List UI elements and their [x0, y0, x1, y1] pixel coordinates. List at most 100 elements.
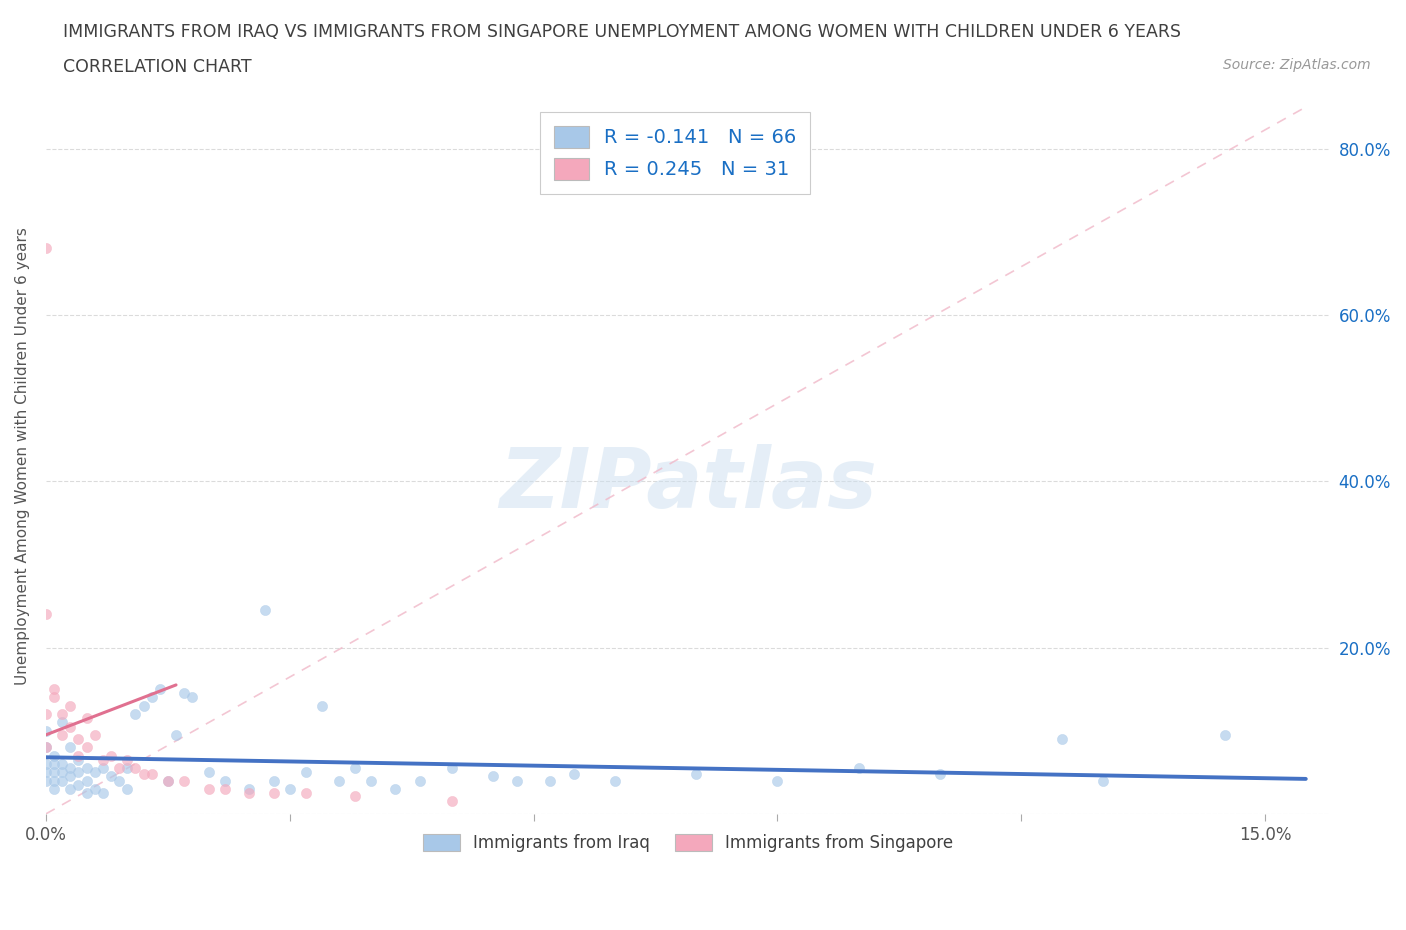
Point [929, 766, 952, 781]
Point [165, 727, 187, 742]
Point [35, 740, 58, 755]
Point [59, 769, 82, 784]
Point [117, 781, 139, 796]
Point [35, 707, 58, 722]
Point [76, 786, 98, 801]
Point [562, 766, 585, 781]
Point [51, 756, 73, 771]
Point [156, 773, 179, 788]
Point [59, 761, 82, 776]
Text: IMMIGRANTS FROM IRAQ VS IMMIGRANTS FROM SINGAPORE UNEMPLOYMENT AMONG WOMEN WITH : IMMIGRANTS FROM IRAQ VS IMMIGRANTS FROM … [63, 23, 1181, 41]
Text: ZIPatlas: ZIPatlas [499, 445, 877, 525]
Point [42, 748, 65, 763]
Point [238, 786, 260, 801]
Point [59, 740, 82, 755]
Point [409, 773, 432, 788]
Point [67, 752, 90, 767]
Point [51, 727, 73, 742]
Point [254, 603, 277, 618]
Point [538, 773, 561, 788]
Point [35, 764, 58, 779]
Point [149, 682, 172, 697]
Point [76, 711, 98, 725]
Point [238, 781, 260, 796]
Point [848, 761, 870, 776]
Point [91, 761, 114, 776]
Point [173, 773, 195, 788]
Point [124, 761, 146, 776]
Y-axis label: Unemployment Among Women with Children Under 6 years: Unemployment Among Women with Children U… [15, 227, 30, 685]
Point [35, 606, 58, 621]
Point [214, 781, 236, 796]
Point [132, 766, 155, 781]
Point [35, 724, 58, 738]
Point [67, 732, 90, 747]
Point [59, 719, 82, 734]
Point [76, 740, 98, 755]
Point [83, 727, 105, 742]
Point [482, 769, 505, 784]
Point [506, 773, 529, 788]
Point [197, 781, 219, 796]
Point [214, 773, 236, 788]
Point [441, 794, 464, 809]
Text: Source: ZipAtlas.com: Source: ZipAtlas.com [1223, 58, 1371, 72]
Point [83, 781, 105, 796]
Point [35, 756, 58, 771]
Point [67, 777, 90, 792]
Point [117, 752, 139, 767]
Point [35, 773, 58, 788]
Point [51, 773, 73, 788]
Point [124, 707, 146, 722]
Point [35, 740, 58, 755]
Point [132, 698, 155, 713]
Point [42, 682, 65, 697]
Point [441, 761, 464, 776]
Point [311, 698, 333, 713]
Point [91, 786, 114, 801]
Point [1091, 773, 1114, 788]
Point [76, 773, 98, 788]
Point [42, 781, 65, 796]
Point [278, 781, 301, 796]
Point [343, 788, 366, 803]
Point [141, 690, 163, 705]
Point [766, 773, 789, 788]
Point [173, 685, 195, 700]
Point [42, 764, 65, 779]
Point [384, 781, 406, 796]
Point [108, 761, 131, 776]
Point [51, 707, 73, 722]
Point [156, 773, 179, 788]
Text: CORRELATION CHART: CORRELATION CHART [63, 58, 252, 75]
Point [83, 764, 105, 779]
Point [295, 786, 318, 801]
Point [117, 761, 139, 776]
Point [263, 773, 285, 788]
Point [67, 764, 90, 779]
Point [181, 690, 204, 705]
Point [360, 773, 382, 788]
Point [100, 769, 122, 784]
Point [108, 773, 131, 788]
Point [91, 752, 114, 767]
Point [59, 781, 82, 796]
Point [76, 761, 98, 776]
Point [42, 773, 65, 788]
Point [1050, 732, 1073, 747]
Point [51, 715, 73, 730]
Point [42, 756, 65, 771]
Point [42, 690, 65, 705]
Point [59, 698, 82, 713]
Point [685, 766, 707, 781]
Point [141, 766, 163, 781]
Point [1213, 727, 1236, 742]
Point [51, 764, 73, 779]
Point [197, 764, 219, 779]
Point [603, 773, 626, 788]
Point [35, 241, 58, 256]
Point [100, 748, 122, 763]
Point [295, 764, 318, 779]
Point [328, 773, 350, 788]
Point [263, 786, 285, 801]
